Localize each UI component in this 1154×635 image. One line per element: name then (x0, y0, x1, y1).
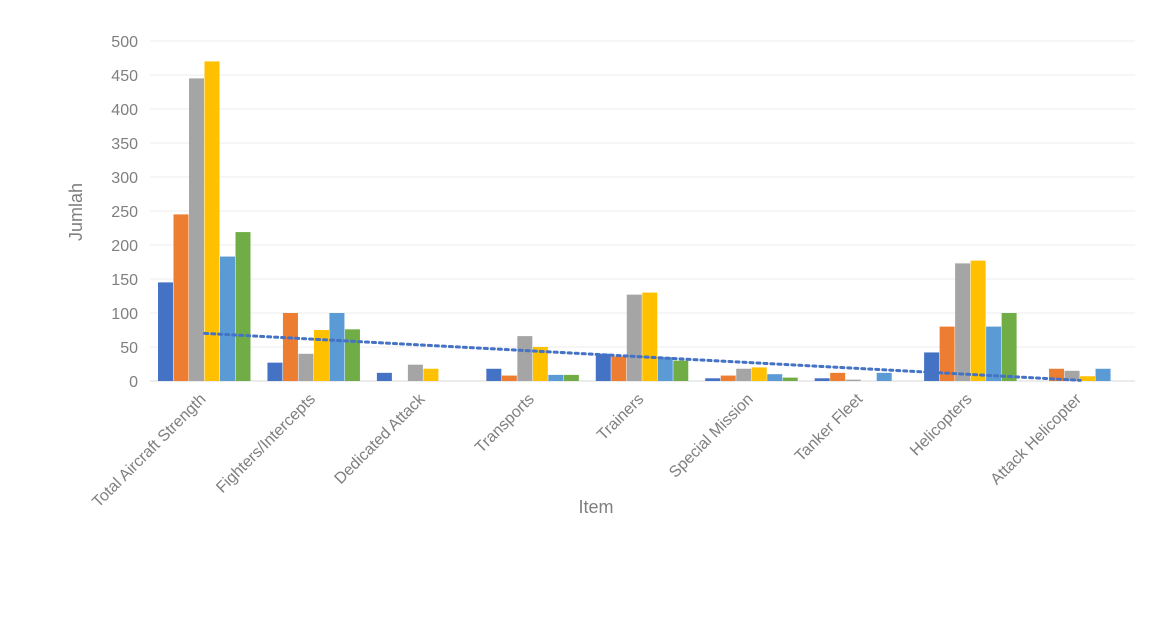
bar (736, 368, 752, 381)
y-tick-labels: 0 50 100 150 200 250 300 350 400 450 500 (111, 34, 138, 391)
bars (158, 61, 1111, 382)
bar (924, 352, 940, 381)
bar (1064, 370, 1080, 381)
x-tick-label: Tanker Fleet (792, 390, 867, 465)
x-tick-label: Special Mission (666, 391, 757, 482)
bar (204, 61, 220, 382)
x-axis-title: Item (578, 497, 613, 517)
bar (955, 263, 971, 381)
bar (344, 329, 360, 381)
y-tick-label: 500 (111, 34, 138, 51)
bar (173, 214, 189, 381)
y-tick-label: 0 (129, 374, 138, 391)
bar (845, 379, 861, 381)
bar (298, 353, 314, 381)
x-tick-label: Total Aircraft Strength (89, 391, 209, 511)
y-axis-title: Jumlah (66, 183, 86, 241)
x-tick-label: Trainers (594, 391, 647, 444)
bar (751, 367, 767, 381)
y-tick-label: 400 (111, 102, 138, 119)
x-tick-label: Dedicated Attack (332, 390, 430, 488)
bar (267, 362, 283, 381)
trendline (203, 331, 1082, 382)
bar (235, 232, 251, 381)
y-tick-label: 50 (120, 340, 138, 357)
bar (876, 372, 892, 381)
bar (563, 374, 579, 381)
bar (189, 78, 204, 382)
bar (767, 374, 783, 381)
y-tick-label: 350 (111, 136, 138, 153)
bar (830, 372, 846, 381)
x-tick-label: Fighters/Intercepts (213, 391, 319, 497)
bar (486, 368, 502, 381)
y-tick-label: 300 (111, 170, 138, 187)
bar (642, 292, 658, 381)
bar (626, 294, 642, 381)
x-tick-label: Transports (472, 391, 538, 457)
bar (673, 360, 689, 381)
bar (814, 378, 830, 381)
bar (1080, 376, 1096, 381)
bar (705, 378, 721, 381)
y-tick-label: 250 (111, 204, 138, 221)
bar (657, 357, 673, 381)
x-tick-label: Helicopters (907, 391, 976, 460)
bar (220, 256, 235, 381)
bar (158, 282, 173, 381)
bar (611, 356, 627, 381)
bar (407, 364, 423, 381)
bar (313, 330, 329, 381)
bar (986, 326, 1002, 381)
bar (1001, 313, 1017, 381)
bar (376, 372, 392, 381)
bar (782, 377, 798, 381)
bar (329, 313, 345, 381)
x-tick-labels: Total Aircraft Strength Fighters/Intercep… (89, 390, 1085, 511)
bar (970, 260, 986, 381)
bar (282, 313, 298, 381)
y-tick-label: 100 (111, 306, 138, 323)
y-tick-label: 200 (111, 238, 138, 255)
bar (423, 368, 439, 381)
bar (517, 336, 533, 381)
y-tick-label: 150 (111, 272, 138, 289)
bar (501, 375, 517, 381)
y-tick-label: 450 (111, 68, 138, 85)
bar (548, 374, 564, 381)
bar (532, 347, 548, 381)
x-tick-label: Attack Helicopter (988, 390, 1086, 488)
bar (939, 326, 955, 381)
trendline-group (203, 331, 1082, 382)
bar (595, 353, 611, 381)
bar (720, 375, 736, 381)
bar (1095, 368, 1111, 381)
